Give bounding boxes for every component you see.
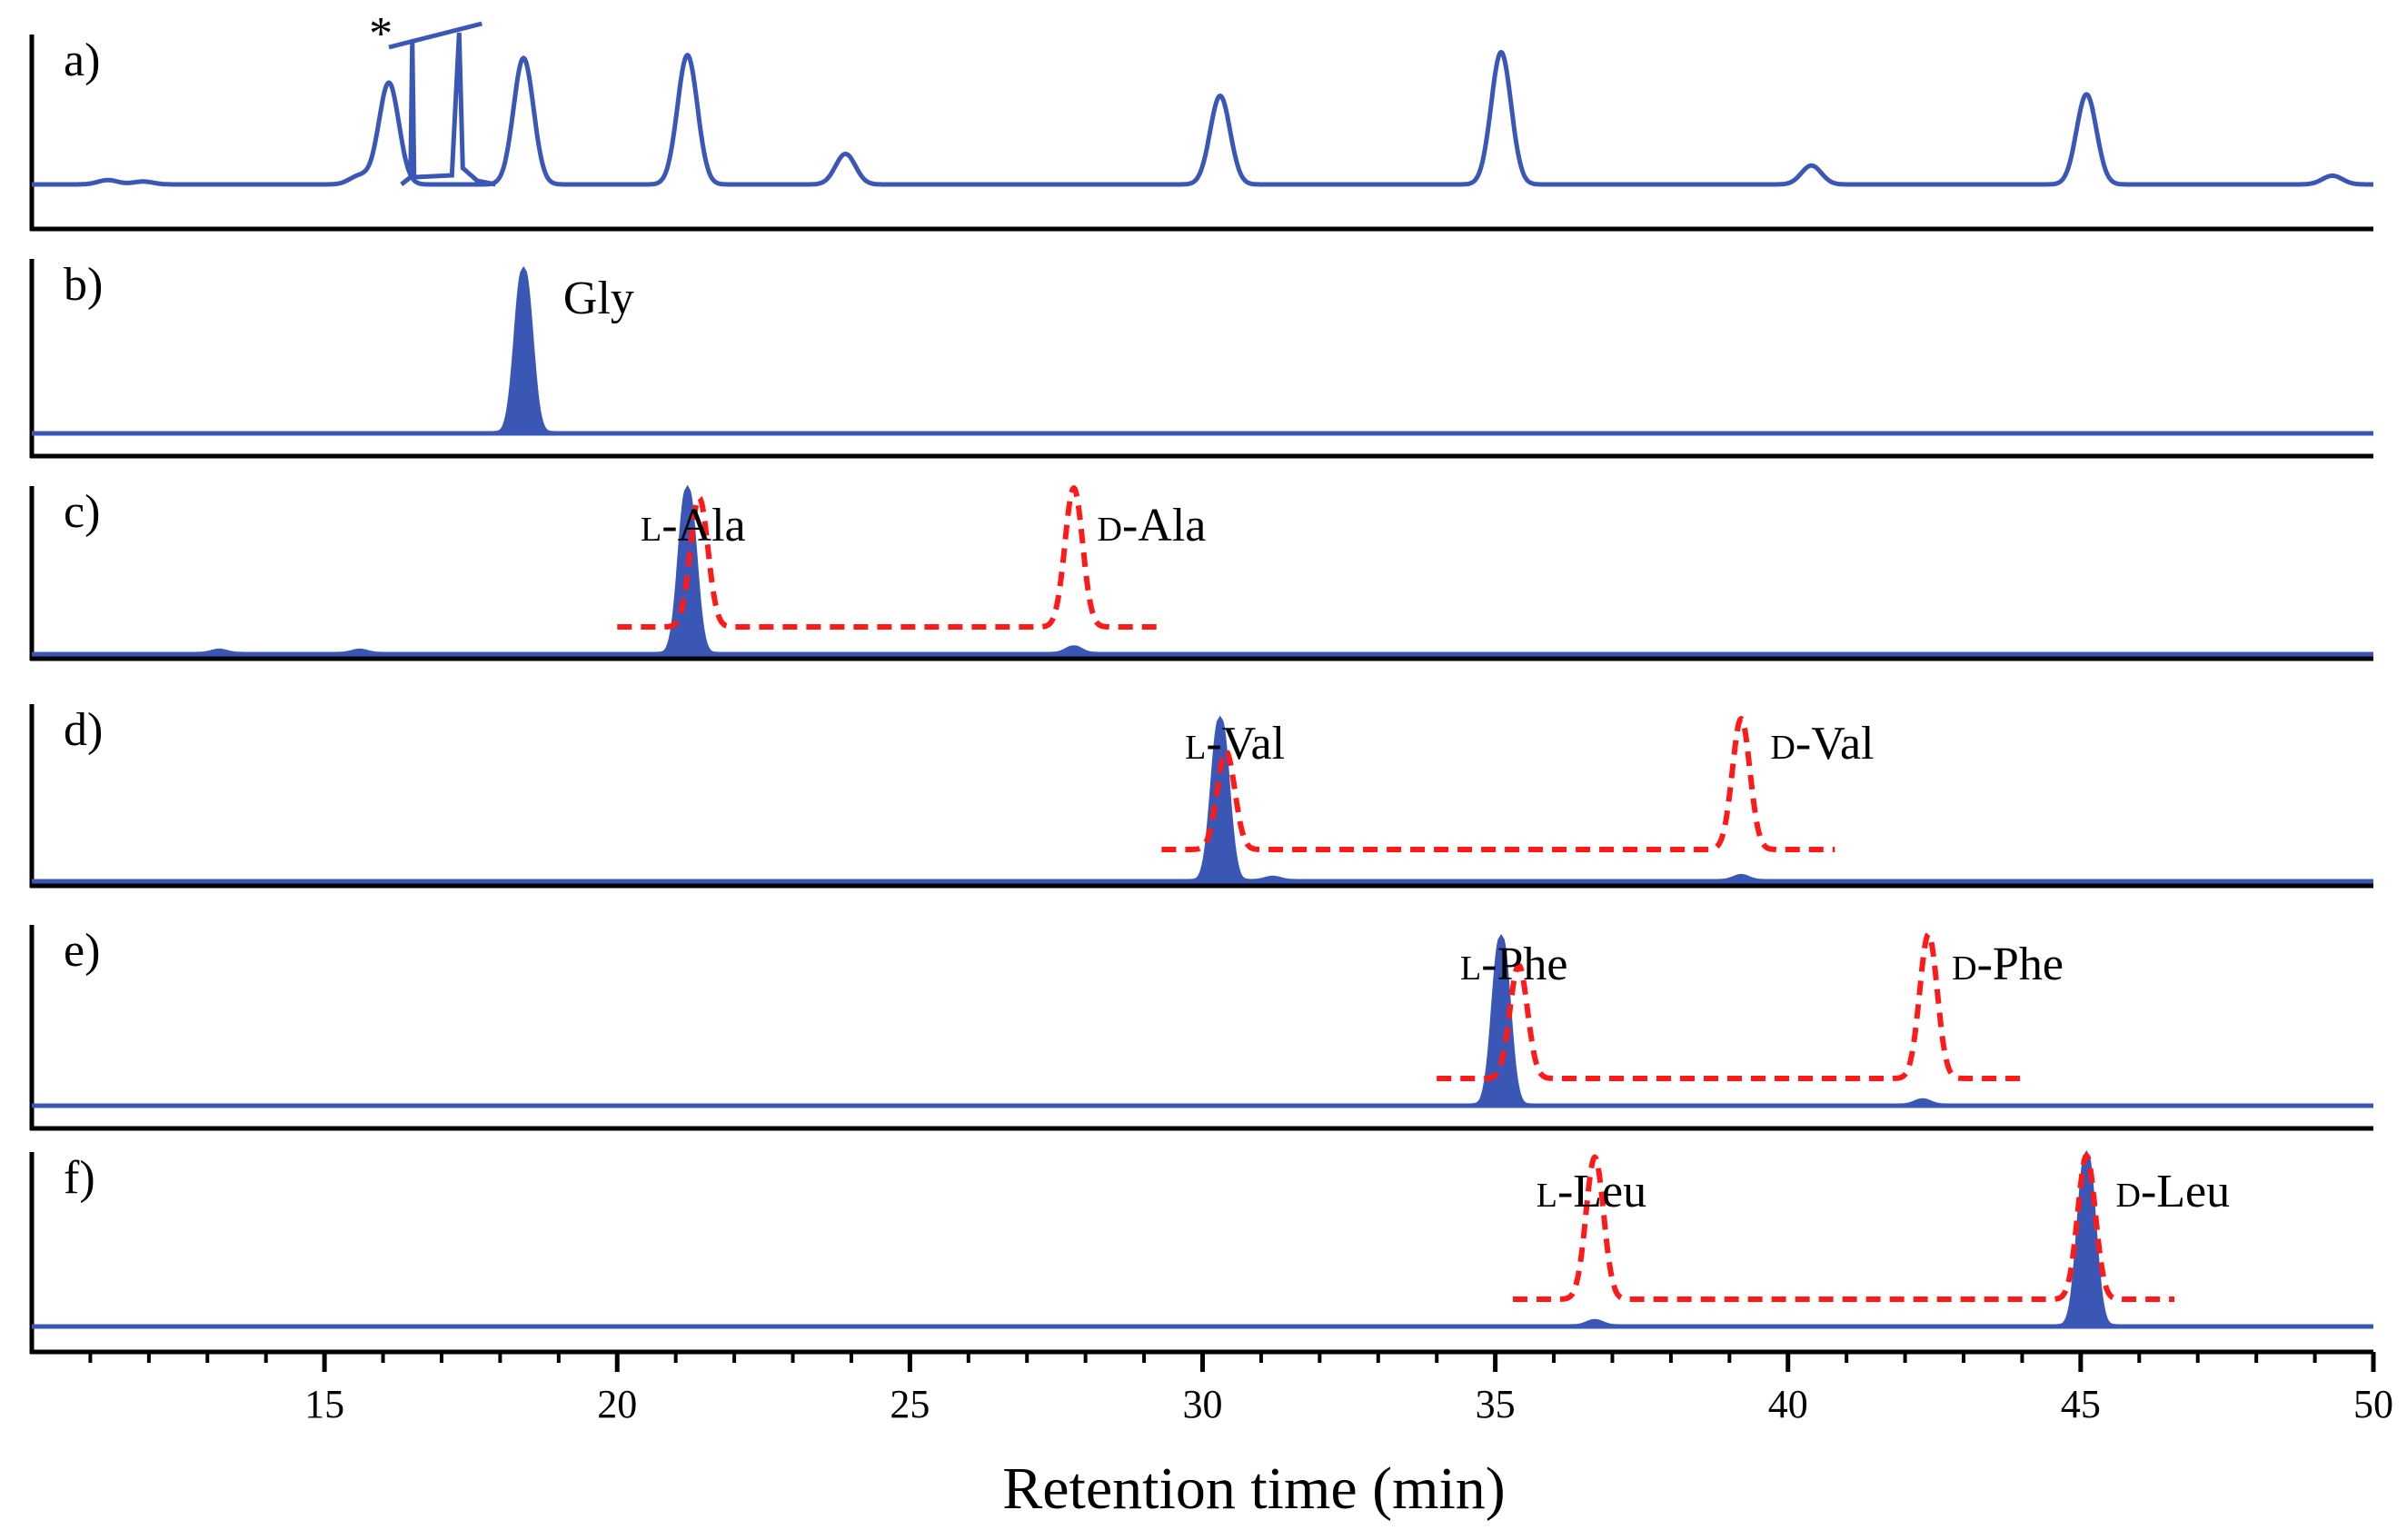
panel-e-label: e) [64,925,100,977]
x-tick-label-25: 25 [890,1382,930,1426]
panel-d-sample-trace [32,715,2373,884]
panel-f-label: f) [64,1152,95,1204]
x-tick-label-15: 15 [304,1382,344,1426]
panel-c: c) L-Ala D-Ala [29,484,2373,661]
x-tick-label-35: 35 [1476,1382,1516,1426]
panel-d-reference-trace [1159,716,1836,852]
panel-c-sample-trace [32,484,2373,657]
panel-f-reference-trace [1511,1152,2176,1302]
panel-b-peak-label-1: Gly [563,273,634,324]
panel-a-truncated-peaks [388,21,496,187]
panel-f-sample-trace [32,1149,2373,1329]
panel-e-peak-label-1: L-Phe [1460,939,1568,990]
panel-e-peak-label-2: D-Phe [1952,939,2064,990]
x-axis: 15 20 25 30 35 40 45 50 [88,1352,2393,1426]
panel-c-label: c) [64,486,100,538]
panel-b: b) Gly [29,259,2373,459]
panel-d-label: d) [64,704,103,756]
panel-a-label: a) [64,35,100,86]
panel-d-peak-label-2: D-Val [1770,718,1874,770]
offscale-peak [400,32,496,187]
panel-c-reference-trace [615,485,1164,630]
panel-e: e) L-Phe D-Phe [29,925,2373,1131]
x-tick-label-40: 40 [1768,1382,1808,1426]
panel-a-asterisk: * [369,8,393,60]
offscale-cap [388,21,482,50]
panel-d: d) L-Val D-Val [29,704,2373,889]
x-axis-title: Retention time (min) [1002,1456,1506,1522]
panel-b-label: b) [64,259,103,311]
x-tick-label-20: 20 [597,1382,637,1426]
x-tick-label-45: 45 [2061,1382,2101,1426]
panel-c-peak-label-1: L-Ala [641,500,746,551]
panel-a-trace [30,49,2375,187]
panel-f: f) L-Leu D-Leu [29,1149,2373,1355]
panel-c-peak-label-2: D-Ala [1098,500,1207,551]
panel-f-peak-label-1: L-Leu [1537,1166,1646,1217]
panel-b-sample-trace [32,265,2373,436]
panel-a: a) * [29,8,2375,232]
panel-e-sample-trace [32,933,2373,1108]
panel-f-peak-label-2: D-Leu [2116,1166,2231,1217]
x-tick-label-30: 30 [1183,1382,1223,1426]
panel-e-reference-trace [1435,931,2024,1081]
panel-d-peak-label-1: L-Val [1185,718,1285,770]
x-tick-label-50: 50 [2353,1382,2393,1426]
